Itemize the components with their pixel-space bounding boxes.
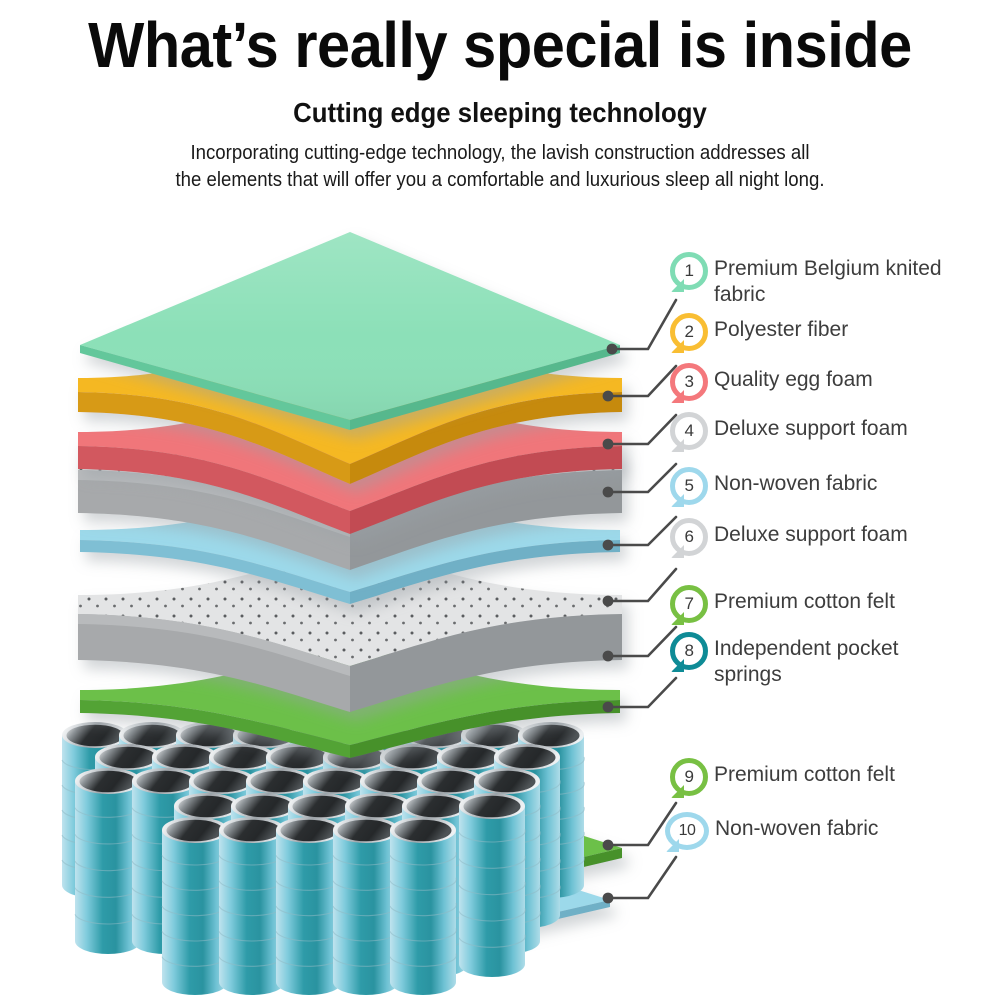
badge-pin-icon-10: 10 — [665, 812, 709, 852]
badge-number-3: 3 — [684, 372, 694, 391]
badge-pin-icon-2: 2 — [670, 313, 708, 353]
badge-pin-icon-9: 9 — [670, 758, 708, 798]
legend-label-6: Deluxe support foam — [714, 523, 908, 546]
legend-item-8[interactable]: 8 Independent pocket springs — [670, 632, 944, 688]
legend-item-6[interactable]: 6 Deluxe support foam — [670, 518, 908, 558]
legend-label-9: Premium cotton felt — [714, 763, 895, 786]
legend-label-3: Quality egg foam — [714, 368, 873, 391]
leader-lines — [602, 298, 678, 904]
legend-label-4: Deluxe support foam — [714, 417, 908, 440]
badge-pin-icon-7: 7 — [670, 585, 708, 625]
badge-ring-2 — [670, 313, 708, 351]
legend-item-2[interactable]: 2 Polyester fiber — [670, 313, 849, 353]
page-blurb-line-2: the elements that will offer you a comfo… — [175, 169, 825, 191]
badge-number-2: 2 — [684, 322, 694, 341]
pocket-spring — [389, 817, 457, 995]
layer-1-premium-belgium-knited-fabric — [80, 232, 620, 430]
pocket-spring — [332, 817, 400, 995]
badge-number-10: 10 — [678, 822, 696, 839]
pocket-spring — [161, 817, 229, 995]
legend-list: 1 Premium Belgium knited fabric 2 Polyes… — [660, 0, 1000, 1000]
badge-number-8: 8 — [684, 641, 694, 660]
legend-label-10: Non-woven fabric — [715, 817, 879, 840]
legend-label-8: Independent pocket springs — [714, 637, 899, 686]
badge-ring-7 — [670, 585, 708, 623]
badge-ring-4 — [670, 412, 708, 450]
legend-item-10[interactable]: 10 Non-woven fabric — [665, 812, 879, 852]
badge-number-5: 5 — [684, 476, 694, 495]
badge-number-1: 1 — [684, 261, 694, 280]
legend-label-5: Non-woven fabric — [714, 472, 878, 495]
badge-number-6: 6 — [684, 527, 694, 546]
badge-ring-5 — [670, 467, 708, 505]
legend-item-9[interactable]: 9 Premium cotton felt — [670, 758, 895, 798]
pocket-spring — [218, 817, 286, 995]
legend-item-7[interactable]: 7 Premium cotton felt — [670, 585, 895, 625]
badge-pin-icon-5: 5 — [670, 467, 708, 507]
page-blurb-line-1: Incorporating cutting-edge technology, t… — [190, 142, 810, 164]
pocket-spring — [458, 793, 526, 977]
badge-pin-icon-1: 1 — [670, 252, 708, 292]
badge-number-9: 9 — [684, 767, 694, 786]
badge-number-7: 7 — [684, 594, 694, 613]
badge-ring-1 — [670, 252, 708, 290]
badge-ring-9 — [670, 758, 708, 796]
badge-ring-3 — [670, 363, 708, 401]
legend-label-7: Premium cotton felt — [714, 590, 895, 613]
legend-item-5[interactable]: 5 Non-woven fabric — [670, 467, 878, 507]
legend-item-4[interactable]: 4 Deluxe support foam — [670, 412, 908, 452]
badge-ring-10 — [665, 812, 709, 850]
layer-6-deluxe-support-foam — [78, 544, 622, 712]
badge-pin-icon-3: 3 — [670, 363, 708, 403]
badge-number-4: 4 — [684, 421, 694, 440]
badge-ring-8 — [670, 632, 708, 670]
header: What’s really special is inside Cutting … — [0, 8, 1000, 194]
badge-pin-icon-8: 8 — [670, 632, 708, 672]
badge-pin-icon-6: 6 — [670, 518, 708, 558]
legend-label-2: Polyester fiber — [714, 318, 849, 341]
page-subtitle: Cutting edge sleeping technology — [293, 97, 707, 128]
legend-item-3[interactable]: 3 Quality egg foam — [670, 363, 873, 403]
pocket-spring — [275, 817, 343, 995]
legend-label-1: Premium Belgium knited fabric — [714, 257, 942, 306]
legend-item-1[interactable]: 1 Premium Belgium knited fabric — [670, 252, 964, 308]
layer-8-independent-pocket-springs — [61, 722, 585, 995]
pocket-spring — [74, 768, 142, 954]
page-title: What’s really special is inside — [88, 9, 912, 81]
badge-ring-6 — [670, 518, 708, 556]
badge-pin-icon-4: 4 — [670, 412, 708, 452]
